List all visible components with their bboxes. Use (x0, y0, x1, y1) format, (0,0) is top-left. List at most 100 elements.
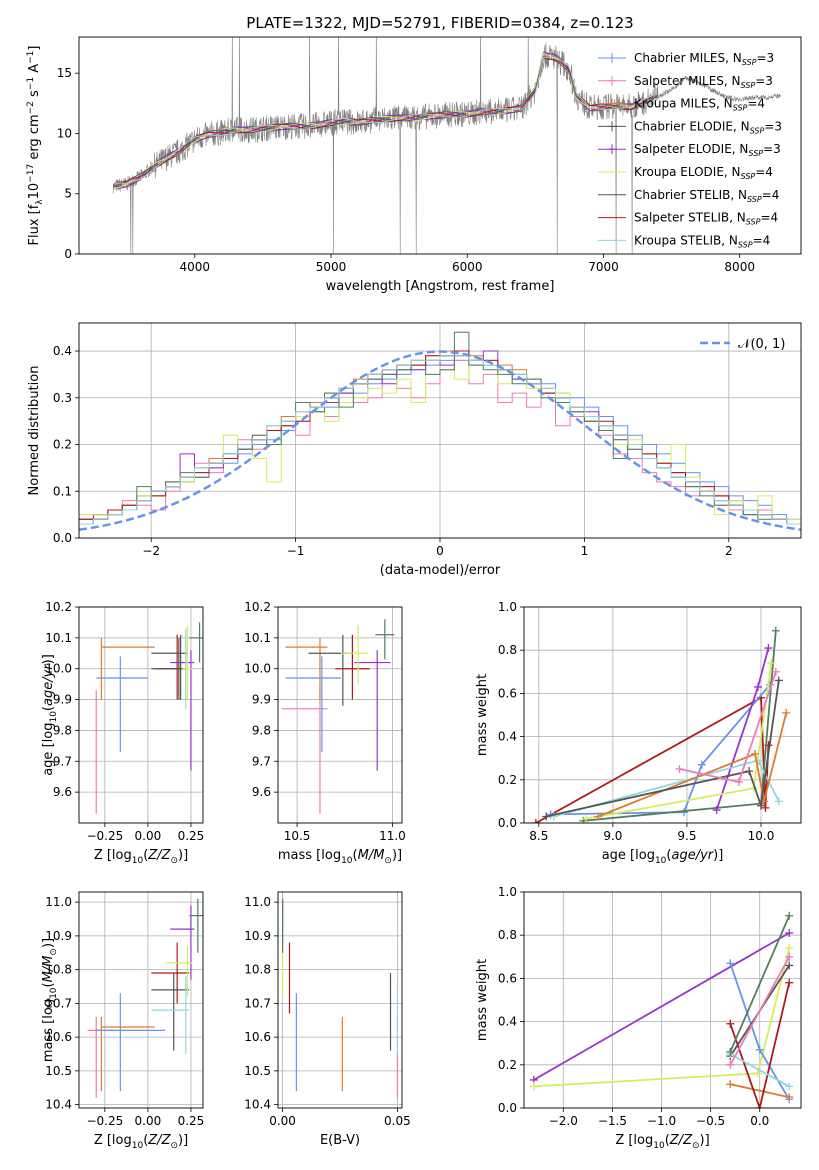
x-tick-label: 5000 (316, 260, 347, 274)
x-tick-label: 0 (436, 544, 444, 558)
plot-area (281, 898, 399, 1098)
y-tick-label: 1.0 (498, 600, 517, 614)
panel-spectrum: 4000 5000 6000 7000 8000 0 5 10 15 wavelength [An… (26, 36, 802, 294)
x-tick-label: −1.0 (647, 1114, 676, 1128)
y-tick-label: 9.7 (252, 754, 271, 768)
y-tick-label: 10.0 (45, 662, 72, 676)
axes-frame (277, 606, 403, 824)
weight-line (729, 956, 790, 1066)
weight-marker (785, 929, 794, 938)
weight-marker (697, 760, 706, 769)
y-tick-label: 0.2 (498, 1058, 517, 1072)
x-axis-label: age [log10(age/yr)] (602, 848, 724, 866)
legend-label: Chabrier MILES, NSSP=3 (634, 51, 774, 67)
y-tick-label: 15 (57, 66, 72, 80)
y-tick-label: 10.9 (244, 929, 271, 943)
y-tick-label: 10.8 (45, 963, 72, 977)
y-axis-label: age [log10(age/yr)] (41, 654, 59, 776)
legend-label: Salpeter ELODIE, NSSP=3 (634, 142, 781, 158)
x-tick-label: 0.00 (135, 829, 162, 843)
x-tick-label: 7000 (588, 260, 619, 274)
legend-label: Salpeter MILES, NSSP=3 (634, 74, 773, 90)
x-tick-label: 2 (725, 544, 733, 558)
plot-area (281, 619, 395, 814)
axes-frame (78, 606, 204, 824)
y-tick-label: 10.2 (244, 600, 271, 614)
errorbar-point (151, 973, 190, 1051)
weight-marker (757, 801, 766, 810)
errorbar-point (95, 690, 97, 814)
weight-line (586, 663, 773, 820)
y-tick-label: 10.8 (244, 963, 271, 977)
weight-series (529, 944, 794, 1091)
weight-marker (726, 1060, 735, 1069)
errorbar-point (340, 625, 368, 685)
errorbar-point (96, 656, 148, 753)
y-tick-label: 0.4 (498, 1015, 517, 1029)
y-tick-label: 10.4 (244, 1098, 271, 1112)
y-tick-label: 9.6 (53, 785, 72, 799)
weight-marker (549, 812, 558, 821)
x-tick-label: 0.25 (178, 1114, 205, 1128)
errorbar-point (354, 650, 391, 771)
weight-marker (785, 944, 794, 953)
weight-line (729, 1053, 790, 1088)
weight-marker (745, 767, 754, 776)
errorbar-point (170, 905, 195, 980)
x-tick-label: 6000 (452, 260, 483, 274)
weight-marker (782, 708, 791, 717)
y-axis-label: Normed distribution (27, 366, 42, 496)
y-tick-label: 10.5 (244, 1064, 271, 1078)
x-axis-label: Z [log10(Z/Z⊙)] (615, 1133, 709, 1151)
x-tick-label: 0.00 (269, 1114, 296, 1128)
weight-marker (751, 749, 760, 758)
axes-frame (277, 891, 403, 1109)
panel-residuals: −2 −1 0 1 2 0.0 0.1 0.2 0.3 0.4 (data-model)/error… (27, 322, 802, 578)
y-tick-label: 10.4 (45, 1098, 72, 1112)
y-tick-label: 10.1 (244, 631, 271, 645)
x-tick-label: −0.25 (86, 1114, 123, 1128)
spectrum-model-line (112, 52, 659, 190)
figure-title: PLATE=1322, MJD=52791, FIBERID=0384, z=0… (246, 14, 633, 32)
errorbar-point (96, 993, 166, 1092)
plot-area (531, 626, 791, 823)
y-tick-label: 10.7 (244, 996, 271, 1010)
y-tick-label: 0.8 (498, 643, 517, 657)
x-tick-label: 11.0 (379, 829, 406, 843)
weight-marker (675, 765, 684, 773)
weight-marker (542, 812, 551, 821)
y-axis-label: mass [log10(M/M⊙)] (41, 938, 59, 1062)
gaussian-curve (79, 350, 801, 532)
y-tick-label: 0.8 (498, 928, 517, 942)
weight-series (594, 708, 791, 821)
plot-area (79, 331, 801, 538)
y-tick-label: 9.9 (53, 693, 72, 707)
errorbar-point (151, 976, 190, 1054)
weight-marker (712, 806, 721, 815)
x-axis-label: Z [log10(Z/Z⊙)] (94, 848, 188, 866)
weight-series (726, 978, 794, 1108)
weight-line (583, 630, 777, 822)
weight-line (730, 1083, 790, 1099)
y-tick-label: 9.9 (252, 693, 271, 707)
weight-marker (726, 959, 735, 968)
x-axis-label: mass [log10(M/M⊙)] (278, 848, 402, 866)
weight-marker (734, 777, 743, 786)
weight-marker (771, 667, 780, 676)
x-tick-label: 8.5 (529, 829, 548, 843)
errorbar-point (285, 637, 328, 700)
y-tick-label: 10 (57, 126, 72, 140)
errorbar-point (182, 625, 193, 700)
weight-marker (753, 1069, 762, 1078)
panel-weight_vs_age: 8.5 9.0 9.5 10.0 0.0 0.2 0.4 0.6 0.8 1.0 age [log1… (475, 600, 802, 866)
weight-marker (785, 978, 794, 987)
y-tick-label: 0.2 (53, 438, 72, 452)
y-tick-label: 10.9 (45, 929, 72, 943)
weight-marker (726, 1047, 735, 1056)
x-tick-label: −1 (287, 544, 305, 558)
weight-marker (726, 1080, 735, 1089)
y-tick-label: 0.3 (53, 391, 72, 405)
errorbar-point (285, 656, 341, 753)
y-tick-label: 10.0 (244, 662, 271, 676)
weight-series (726, 911, 794, 1056)
